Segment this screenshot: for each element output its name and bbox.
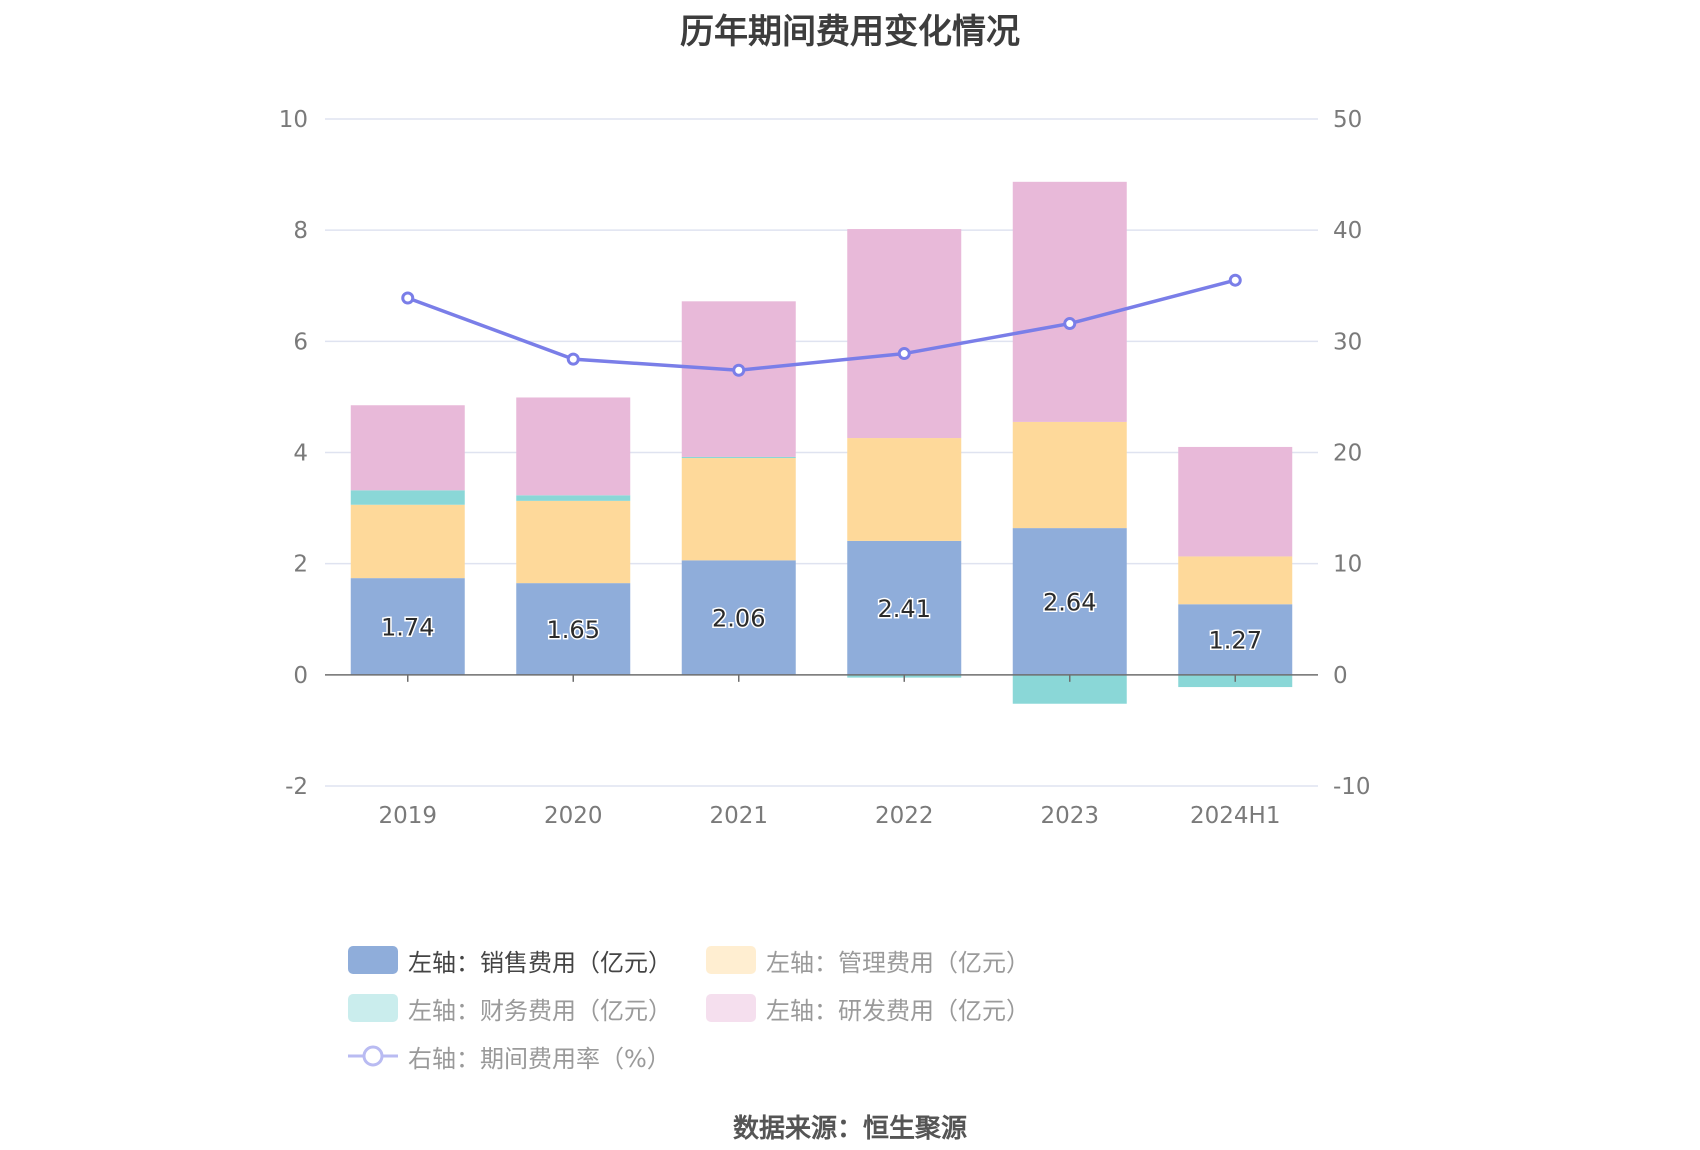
legend-item[interactable]: 左轴：销售费用（亿元）	[348, 944, 672, 977]
legend-swatch	[348, 994, 398, 1022]
axes: -2 -10 0 0 2 10 4 20 6 30 8 40 10 50 2019 2020 2021 2022 2…	[279, 107, 1371, 829]
x-axis-tick-label: 2021	[709, 803, 768, 829]
bar-segment	[681, 301, 796, 457]
data-source: 数据来源：恒生聚源	[732, 1114, 967, 1144]
bar-segment	[350, 405, 465, 491]
bar-segment	[847, 438, 962, 541]
legend-label: 左轴：研发费用（亿元）	[766, 996, 1030, 1025]
bar-segment	[516, 495, 631, 501]
legend-item[interactable]: 左轴：研发费用（亿元）	[706, 992, 1030, 1025]
chart-svg: -2 -10 0 0 2 10 4 20 6 30 8 40 10 50 2019 2020 2021 2022 2…	[279, 107, 1371, 829]
right-axis-tick-label: 0	[1333, 663, 1348, 689]
bar-segment	[1012, 181, 1127, 422]
bar-segment	[516, 583, 631, 675]
left-axis-tick-label: 0	[293, 663, 308, 689]
rate-point	[566, 352, 580, 366]
legend-label: 左轴：销售费用（亿元）	[408, 948, 672, 977]
legend-item[interactable]: 右轴：期间费用率（%）	[348, 1040, 671, 1073]
x-axis-tick-label: 2022	[875, 803, 934, 829]
legend-swatch	[706, 946, 756, 974]
rate-point	[1063, 317, 1077, 331]
bar-segment	[350, 490, 465, 505]
data-labels: 1.74 1.65 2.06 2.41 2.64 1.27	[380, 587, 1264, 656]
bar-segment	[681, 456, 796, 459]
bar-value-label: 1.65	[547, 616, 600, 644]
bar-segment	[350, 578, 465, 675]
bar-segment	[1012, 421, 1127, 529]
grid-lines	[325, 118, 1318, 787]
bar-segment	[516, 500, 631, 584]
right-axis-tick-label: 40	[1333, 218, 1362, 244]
rate-point	[732, 363, 746, 377]
right-axis-tick-label: 50	[1333, 107, 1362, 133]
x-axis-tick-label: 2019	[378, 803, 437, 829]
rate-point	[897, 347, 911, 361]
legend-item[interactable]: 左轴：管理费用（亿元）	[706, 944, 1030, 977]
legend-item[interactable]: 左轴：财务费用（亿元）	[348, 992, 672, 1025]
legend-swatch	[706, 994, 756, 1022]
left-axis-tick-label: -2	[285, 774, 308, 800]
legend-line-marker	[348, 1045, 398, 1067]
bar-segment	[681, 458, 796, 561]
rate-point	[1228, 273, 1242, 287]
bar-value-label: 2.06	[712, 605, 765, 633]
bar-segment	[1178, 604, 1293, 675]
bar-segment	[1178, 556, 1293, 605]
legend-label: 右轴：期间费用率（%）	[408, 1044, 671, 1073]
right-axis-tick-label: 20	[1333, 441, 1362, 467]
right-axis-tick-label: -10	[1333, 774, 1371, 800]
legend-label: 左轴：财务费用（亿元）	[408, 996, 672, 1025]
x-axis-tick-label: 2023	[1040, 803, 1099, 829]
bar-value-label: 2.64	[1043, 588, 1096, 616]
left-axis-tick-label: 8	[293, 218, 308, 244]
left-axis-tick-label: 10	[279, 107, 308, 133]
x-axis-tick-label: 2024H1	[1190, 803, 1280, 829]
bar-value-label: 1.74	[381, 613, 434, 641]
right-axis-tick-label: 30	[1333, 329, 1362, 355]
bar-segment	[681, 560, 796, 675]
left-axis-tick-label: 2	[293, 552, 308, 578]
x-axis-tick-label: 2020	[544, 803, 603, 829]
bar-segment	[1178, 446, 1293, 557]
legend-swatch	[348, 946, 398, 974]
chart-title: 历年期间费用变化情况	[680, 12, 1020, 52]
left-axis-tick-label: 6	[293, 329, 308, 355]
bar-value-label: 1.27	[1209, 627, 1262, 655]
bar-group	[350, 181, 1293, 704]
legend-label: 左轴：管理费用（亿元）	[766, 948, 1030, 977]
right-axis-tick-label: 10	[1333, 552, 1362, 578]
bar-segment	[1012, 528, 1127, 675]
bar-segment	[847, 540, 962, 675]
legend: 左轴：销售费用（亿元） 左轴：管理费用（亿元） 左轴：财务费用（亿元） 左轴：研发费用…	[348, 944, 1408, 1073]
bar-segment	[350, 504, 465, 579]
bar-value-label: 2.41	[878, 595, 931, 623]
rate-point	[401, 291, 415, 305]
bar-segment	[516, 397, 631, 496]
left-axis-tick-label: 4	[293, 441, 308, 467]
rate-line	[407, 278, 1236, 372]
bar-segment	[847, 229, 962, 439]
line-series	[401, 273, 1242, 377]
